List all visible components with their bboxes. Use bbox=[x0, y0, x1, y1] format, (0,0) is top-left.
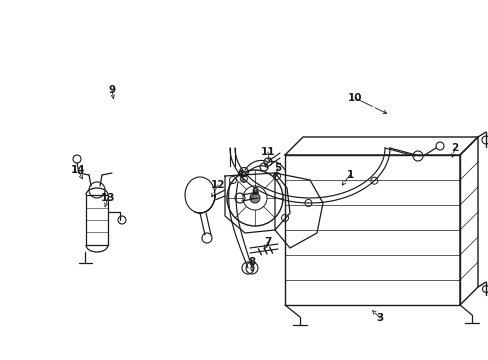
Text: 9: 9 bbox=[108, 85, 115, 95]
Text: 2: 2 bbox=[450, 143, 458, 153]
Text: 12: 12 bbox=[210, 180, 225, 190]
Text: 7: 7 bbox=[264, 237, 271, 247]
Circle shape bbox=[249, 193, 260, 203]
Text: 14: 14 bbox=[71, 165, 85, 175]
Text: 6: 6 bbox=[251, 187, 258, 197]
Text: 3: 3 bbox=[376, 313, 383, 323]
Text: 8: 8 bbox=[248, 257, 255, 267]
Text: 11: 11 bbox=[260, 147, 275, 157]
Text: 5: 5 bbox=[274, 163, 281, 173]
Text: 10: 10 bbox=[347, 93, 362, 103]
Text: 4: 4 bbox=[236, 170, 243, 180]
Text: 13: 13 bbox=[101, 193, 115, 203]
Text: 1: 1 bbox=[346, 170, 353, 180]
